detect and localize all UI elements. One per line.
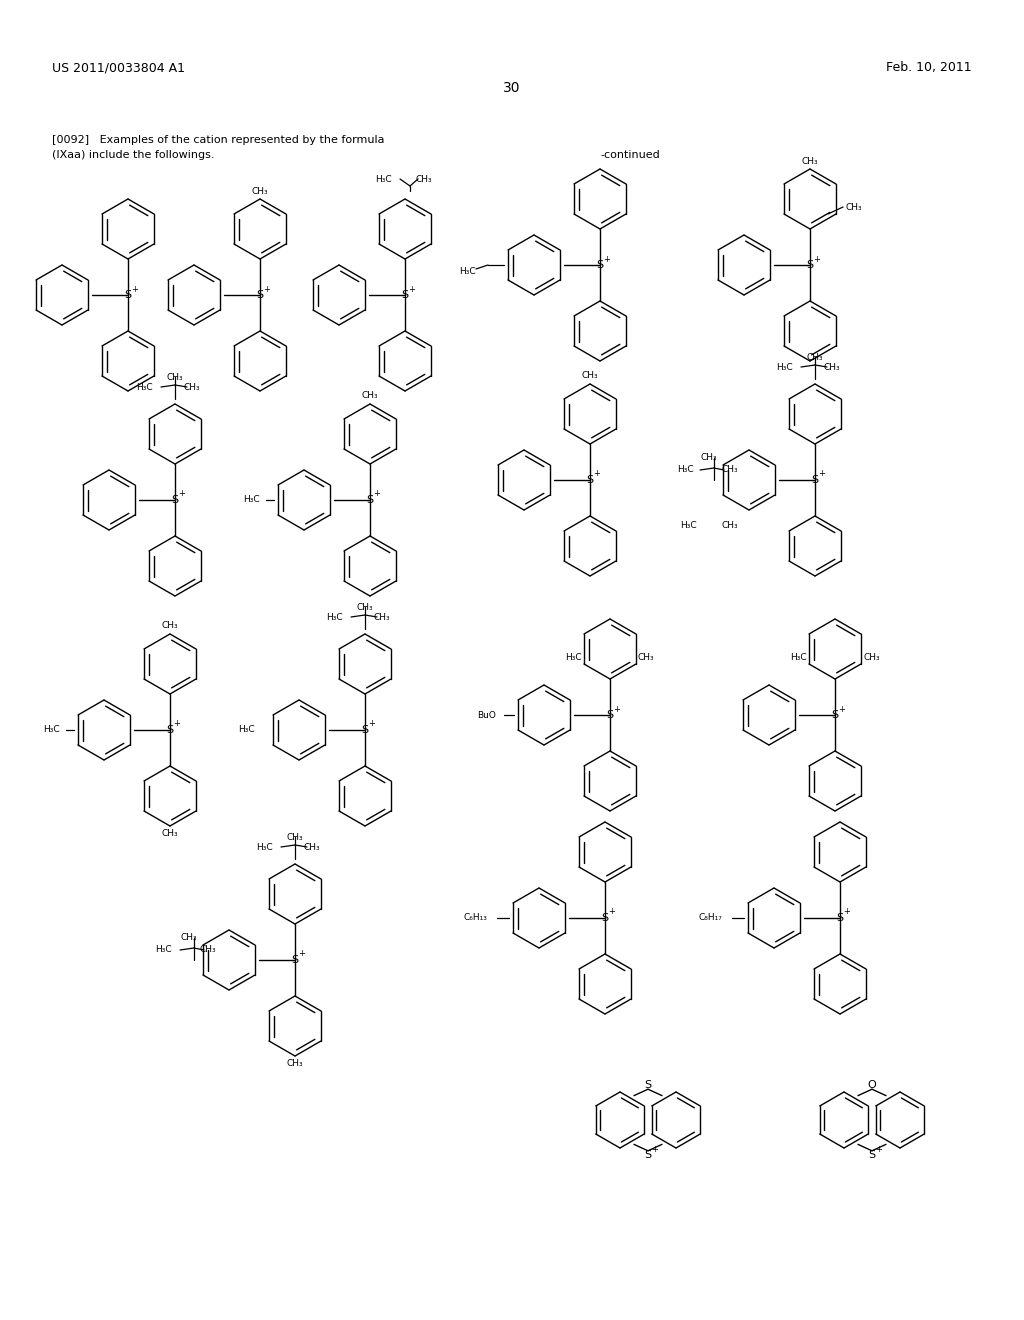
Text: CH₃: CH₃ <box>415 174 432 183</box>
Text: S: S <box>606 710 613 719</box>
Text: CH₃: CH₃ <box>721 520 737 529</box>
Text: US 2011/0033804 A1: US 2011/0033804 A1 <box>52 62 185 74</box>
Text: S: S <box>837 913 844 923</box>
Text: +: + <box>178 490 185 499</box>
Text: CH₃: CH₃ <box>199 945 216 954</box>
Text: +: + <box>173 719 180 729</box>
Text: +: + <box>374 490 381 499</box>
Text: H₃C: H₃C <box>677 466 694 474</box>
Text: S: S <box>831 710 839 719</box>
Text: H₃C: H₃C <box>565 652 582 661</box>
Text: CH₃: CH₃ <box>162 829 178 838</box>
Text: CH₃: CH₃ <box>303 842 319 851</box>
Text: +: + <box>594 470 600 479</box>
Text: CH₃: CH₃ <box>183 383 200 392</box>
Text: CH₃: CH₃ <box>373 612 389 622</box>
Text: S: S <box>125 290 131 300</box>
Text: CH₃: CH₃ <box>722 466 738 474</box>
Text: C₆H₁₃: C₆H₁₃ <box>463 913 487 923</box>
Text: CH₃: CH₃ <box>807 352 823 362</box>
Text: S: S <box>807 260 813 271</box>
Text: +: + <box>876 1144 883 1154</box>
Text: S: S <box>587 475 594 484</box>
Text: CH₃: CH₃ <box>802 157 818 165</box>
Text: H₃C: H₃C <box>156 945 172 954</box>
Text: CH₃: CH₃ <box>638 652 654 661</box>
Text: -continued: -continued <box>600 150 659 160</box>
Text: S: S <box>644 1150 651 1160</box>
Text: S: S <box>601 913 608 923</box>
Text: Feb. 10, 2011: Feb. 10, 2011 <box>887 62 972 74</box>
Text: H₃C: H₃C <box>376 174 392 183</box>
Text: H₃C: H₃C <box>791 652 807 661</box>
Text: +: + <box>839 705 846 714</box>
Text: CH₃: CH₃ <box>287 1060 303 1068</box>
Text: +: + <box>603 255 610 264</box>
Text: H₃C: H₃C <box>136 383 153 392</box>
Text: BuO: BuO <box>477 710 496 719</box>
Text: S: S <box>868 1150 876 1160</box>
Text: +: + <box>608 908 615 916</box>
Text: CH₃: CH₃ <box>356 602 374 611</box>
Text: CH₃: CH₃ <box>287 833 303 842</box>
Text: +: + <box>844 908 851 916</box>
Text: [0092]   Examples of the cation represented by the formula: [0092] Examples of the cation represente… <box>52 135 384 145</box>
Text: H₃C: H₃C <box>680 520 697 529</box>
Text: S: S <box>171 495 178 506</box>
Text: O: O <box>867 1080 877 1090</box>
Text: S: S <box>256 290 263 300</box>
Text: S: S <box>361 725 369 735</box>
Text: +: + <box>369 719 376 729</box>
Text: CH₃: CH₃ <box>823 363 840 371</box>
Text: +: + <box>131 285 138 293</box>
Text: CH₃: CH₃ <box>700 454 718 462</box>
Text: H₃C: H₃C <box>256 842 273 851</box>
Text: H₃C: H₃C <box>327 612 343 622</box>
Text: CH₃: CH₃ <box>252 186 268 195</box>
Text: S: S <box>292 954 299 965</box>
Text: S: S <box>811 475 818 484</box>
Text: +: + <box>813 255 820 264</box>
Text: CH₃: CH₃ <box>361 392 378 400</box>
Text: CH₃: CH₃ <box>162 622 178 631</box>
Text: S: S <box>367 495 374 506</box>
Text: H₃C: H₃C <box>460 267 476 276</box>
Text: +: + <box>299 949 305 958</box>
Text: S: S <box>401 290 409 300</box>
Text: C₈H₁₇: C₈H₁₇ <box>698 913 722 923</box>
Text: CH₃: CH₃ <box>845 202 861 211</box>
Text: +: + <box>613 705 621 714</box>
Text: CH₃: CH₃ <box>167 372 183 381</box>
Text: S: S <box>596 260 603 271</box>
Text: H₃C: H₃C <box>244 495 260 504</box>
Text: S: S <box>644 1080 651 1090</box>
Text: 30: 30 <box>503 81 521 95</box>
Text: +: + <box>263 285 270 293</box>
Text: +: + <box>818 470 825 479</box>
Text: +: + <box>409 285 416 293</box>
Text: CH₃: CH₃ <box>180 933 198 942</box>
Text: H₃C: H₃C <box>43 726 60 734</box>
Text: CH₃: CH₃ <box>863 652 880 661</box>
Text: +: + <box>651 1144 658 1154</box>
Text: H₃C: H₃C <box>776 363 793 371</box>
Text: CH₃: CH₃ <box>582 371 598 380</box>
Text: S: S <box>167 725 173 735</box>
Text: (IXaa) include the followings.: (IXaa) include the followings. <box>52 150 214 160</box>
Text: H₃C: H₃C <box>239 726 255 734</box>
